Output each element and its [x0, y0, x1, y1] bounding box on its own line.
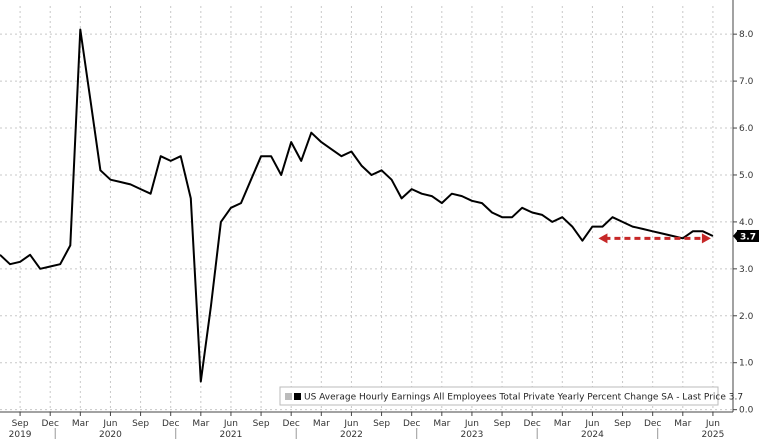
last-price-pointer [733, 229, 738, 242]
x-tick-label: Dec [523, 419, 540, 429]
x-tick-label: Jun [464, 419, 479, 429]
x-tick-label: Jun [705, 419, 720, 429]
x-year-label: 2025 [701, 430, 724, 439]
x-tick-label: Mar [192, 419, 209, 429]
x-tick-label: Dec [282, 419, 299, 429]
y-tick-label: 1.0 [739, 359, 754, 369]
x-year-label: 2019 [9, 430, 32, 439]
x-year-label: 2021 [219, 430, 242, 439]
y-tick-label: 6.0 [739, 124, 754, 134]
grid [0, 6, 733, 412]
x-tick-label: Jun [584, 419, 599, 429]
legend-swatch-outer [285, 393, 292, 400]
x-tick-label: Mar [554, 419, 571, 429]
x-tick-label: Sep [494, 419, 511, 429]
x-tick-label: Dec [162, 419, 179, 429]
y-tick-label: 0.0 [739, 406, 754, 416]
annotation-layer [598, 233, 711, 244]
legend-swatch [294, 393, 301, 400]
last-price-badge [737, 229, 759, 242]
x-tick-label: Jun [343, 419, 358, 429]
x-tick-label: Jun [102, 419, 117, 429]
legend-label: US Average Hourly Earnings All Employees… [304, 393, 743, 403]
last-price-label: 3.7 [740, 232, 756, 242]
y-tick-label: 3.0 [739, 265, 754, 275]
annotation-arrowhead-right [701, 233, 711, 244]
y-tick-label: 8.0 [739, 30, 754, 40]
x-year-label: 2024 [581, 430, 604, 439]
last-price-marker: 3.7 [733, 229, 759, 242]
x-year-label: 2022 [340, 430, 363, 439]
legend-box [279, 386, 719, 406]
series-layer [0, 28, 714, 383]
x-tick-label: Dec [403, 419, 420, 429]
x-year-label: 2023 [460, 430, 483, 439]
x-tick-label: Mar [313, 419, 330, 429]
x-tick-label: Sep [614, 419, 631, 429]
y-tick-label: 2.0 [739, 312, 754, 322]
y-tick-label: 5.0 [739, 171, 754, 181]
x-year-label: 2020 [99, 430, 122, 439]
x-tick-label: Dec [41, 419, 58, 429]
x-tick-label: Mar [674, 419, 691, 429]
x-tick-label: Mar [72, 419, 89, 429]
x-tick-label: Jun [223, 419, 238, 429]
x-tick-label: Sep [373, 419, 390, 429]
annotation-arrowhead-left [598, 233, 608, 244]
x-tick-label: Sep [253, 419, 270, 429]
x-tick-label: Sep [132, 419, 149, 429]
y-tick-label: 4.0 [739, 218, 754, 228]
x-tick-label: Dec [644, 419, 661, 429]
x-tick-label: Sep [12, 419, 29, 429]
y-tick-label: 7.0 [739, 77, 754, 87]
series-line [0, 28, 714, 383]
x-tick-label: Mar [433, 419, 450, 429]
legend: US Average Hourly Earnings All Employees… [279, 386, 743, 406]
